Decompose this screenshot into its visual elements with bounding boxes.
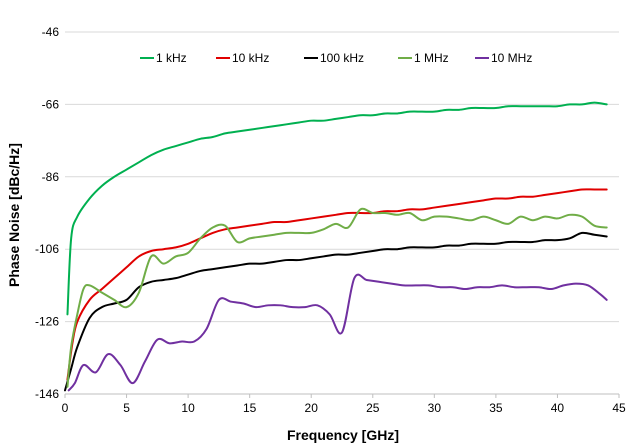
legend-label-100-khz: 100 kHz	[320, 51, 364, 65]
y-tick-label: -146	[35, 387, 59, 401]
x-tick-label: 45	[612, 401, 626, 415]
x-tick-label: 40	[551, 401, 565, 415]
series-line-1-khz	[66, 101, 608, 316]
x-tick-label: 35	[489, 401, 503, 415]
legend: 1 kHz 10 kHz 100 kHz 1 MHz 10 MHz	[140, 51, 532, 65]
y-tick-label: -126	[35, 315, 59, 329]
y-tick-label: -86	[42, 170, 60, 184]
y-axis-title: Phase Noise [dBc/Hz]	[6, 143, 22, 287]
series-line-100-khz	[64, 231, 608, 392]
x-tick-label: 10	[181, 401, 195, 415]
legend-label-10-khz: 10 kHz	[232, 51, 269, 65]
legend-label-1-mhz: 1 MHz	[414, 51, 449, 65]
x-tick-label: 15	[243, 401, 257, 415]
y-tick-label: -106	[35, 242, 59, 256]
x-tick-label: 0	[62, 401, 69, 415]
x-tick-label: 30	[428, 401, 442, 415]
x-axis-title: Frequency [GHz]	[287, 427, 399, 443]
y-tick-label: -46	[42, 25, 60, 39]
x-tick-label: 25	[366, 401, 380, 415]
x-tick-label: 20	[305, 401, 319, 415]
legend-label-1-khz: 1 kHz	[156, 51, 187, 65]
y-tick-label: -66	[42, 97, 60, 111]
series-line-1-mhz	[66, 207, 608, 388]
series-line-10-mhz	[67, 273, 608, 392]
series-line-10-khz	[66, 188, 608, 381]
legend-label-10-mhz: 10 MHz	[491, 51, 532, 65]
series-lines	[64, 101, 608, 392]
x-tick-label: 5	[123, 401, 130, 415]
